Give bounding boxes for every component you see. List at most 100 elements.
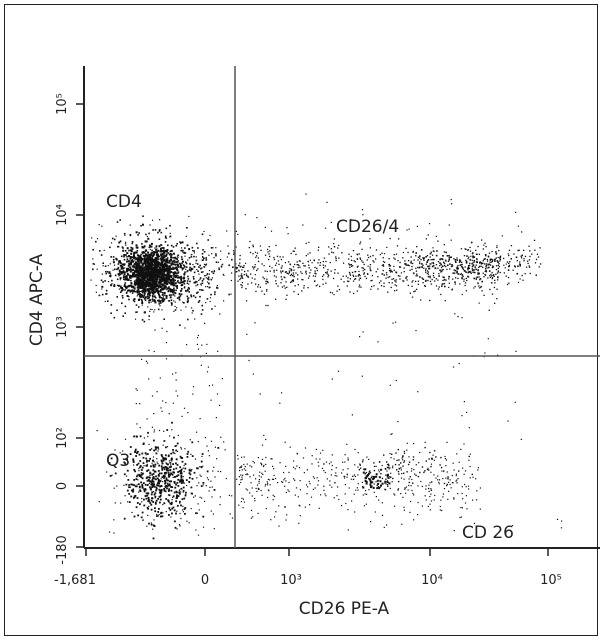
data-point <box>496 298 498 300</box>
data-point <box>125 287 128 289</box>
data-point <box>177 450 179 453</box>
data-point <box>146 463 148 465</box>
data-point <box>164 260 167 263</box>
data-point <box>445 477 447 479</box>
data-point <box>136 464 138 466</box>
data-point <box>396 469 398 471</box>
data-point <box>236 478 238 480</box>
data-point <box>297 266 299 269</box>
data-point <box>155 448 157 450</box>
data-point <box>155 245 158 247</box>
data-point <box>523 260 525 262</box>
data-point <box>296 261 298 263</box>
data-point <box>416 246 418 248</box>
data-point <box>169 435 171 437</box>
data-point <box>147 259 149 262</box>
data-point <box>180 491 182 493</box>
data-point <box>451 203 453 205</box>
data-point <box>142 296 144 299</box>
data-point <box>326 271 328 273</box>
data-point <box>438 275 440 277</box>
data-point <box>175 257 177 260</box>
data-point <box>256 269 258 272</box>
data-point <box>421 485 423 488</box>
data-point <box>183 470 185 473</box>
data-point <box>190 269 192 272</box>
data-point <box>245 300 248 302</box>
data-point <box>191 246 194 249</box>
data-point <box>386 470 388 472</box>
data-point <box>356 290 358 292</box>
data-point <box>149 284 152 287</box>
data-point <box>477 467 479 469</box>
data-point <box>150 277 153 280</box>
data-point <box>368 478 371 481</box>
data-point <box>141 251 144 254</box>
data-point <box>201 280 204 282</box>
data-point <box>153 286 155 289</box>
data-point <box>299 505 301 507</box>
data-point <box>151 484 154 487</box>
data-point <box>152 476 155 478</box>
data-point <box>121 263 124 266</box>
data-point <box>254 278 256 280</box>
data-point <box>177 254 179 257</box>
data-point <box>132 285 135 288</box>
data-point <box>303 285 305 287</box>
data-point <box>469 453 471 455</box>
data-point <box>146 480 148 482</box>
data-point <box>538 266 540 268</box>
data-point <box>395 321 397 323</box>
data-point <box>396 459 398 462</box>
data-point <box>312 488 314 490</box>
data-point <box>470 241 473 244</box>
data-point <box>159 501 161 504</box>
data-point <box>273 269 275 271</box>
data-point <box>116 284 119 286</box>
data-point <box>447 498 449 500</box>
data-point <box>254 274 256 276</box>
data-point <box>147 469 150 471</box>
data-point <box>514 266 516 268</box>
data-point <box>416 275 419 277</box>
data-point <box>171 458 173 460</box>
data-point <box>148 301 150 304</box>
data-point <box>472 262 474 264</box>
data-point <box>246 275 248 277</box>
data-point <box>161 327 163 329</box>
data-point <box>161 257 163 260</box>
data-point <box>425 485 427 487</box>
data-point <box>253 268 255 270</box>
data-point <box>163 254 166 257</box>
data-point <box>164 482 166 485</box>
data-point <box>180 468 183 471</box>
data-point <box>160 261 163 263</box>
data-point <box>154 495 157 498</box>
data-point <box>434 494 436 497</box>
data-point <box>174 295 176 297</box>
data-point <box>508 262 510 264</box>
data-point <box>348 280 350 283</box>
data-point <box>190 256 193 258</box>
data-point <box>474 266 476 268</box>
data-point <box>146 254 148 257</box>
data-point <box>159 515 162 518</box>
data-point <box>477 272 479 274</box>
data-point <box>138 262 141 265</box>
data-point <box>326 478 328 480</box>
data-point <box>430 463 433 465</box>
data-point <box>482 266 484 268</box>
data-point <box>259 471 261 473</box>
data-point <box>503 257 505 260</box>
data-point <box>110 457 113 460</box>
data-point <box>442 276 444 278</box>
data-point <box>471 252 474 255</box>
data-point <box>265 283 267 285</box>
data-point <box>490 258 493 261</box>
data-point <box>448 275 450 278</box>
data-point <box>259 393 261 395</box>
data-point <box>499 258 502 261</box>
data-point <box>301 290 303 292</box>
data-point <box>133 497 135 499</box>
data-point <box>497 279 499 281</box>
